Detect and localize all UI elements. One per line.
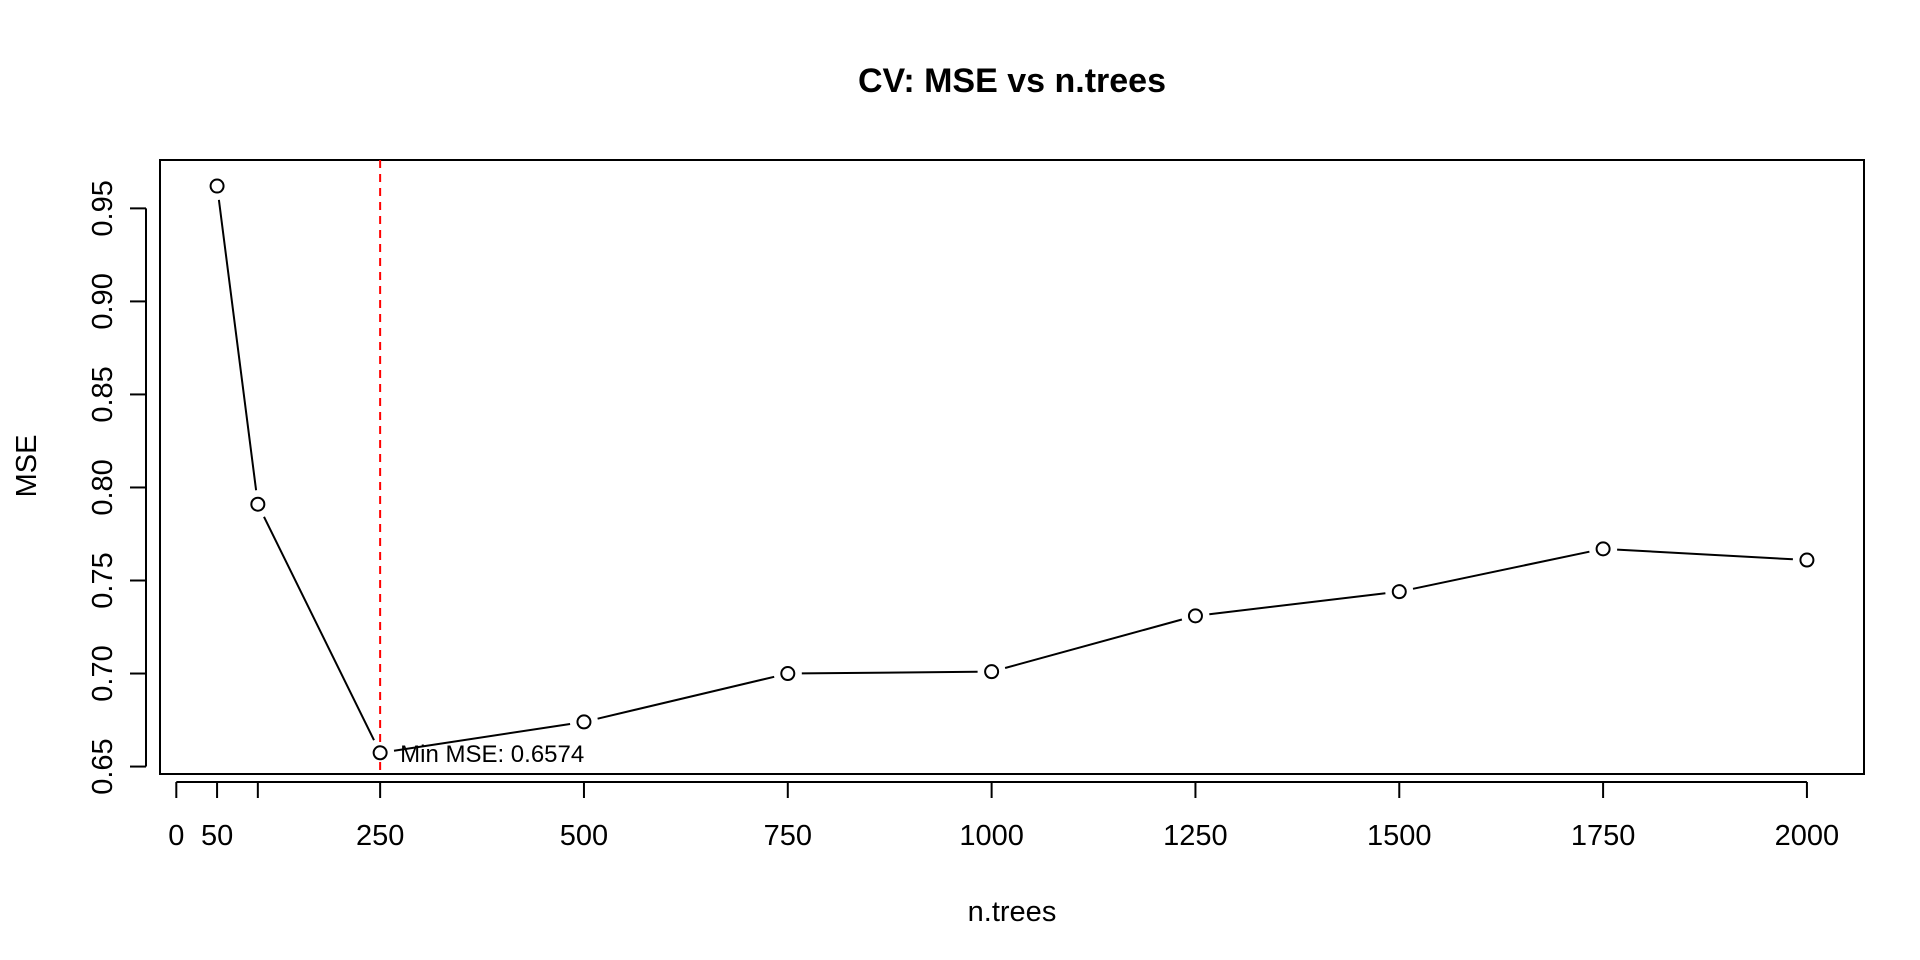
y-tick-label: 0.85	[87, 366, 119, 422]
y-tick-label: 0.90	[87, 273, 119, 329]
x-tick-label: 0	[168, 820, 184, 852]
x-tick-label: 1000	[959, 820, 1024, 852]
y-tick-label: 0.75	[87, 552, 119, 608]
x-tick-label: 50	[201, 820, 233, 852]
x-tick-label: 250	[356, 820, 404, 852]
data-point	[780, 666, 796, 682]
data-point	[576, 714, 592, 730]
y-tick-label: 0.65	[87, 738, 119, 794]
x-tick-label: 1500	[1367, 820, 1432, 852]
y-tick-label: 0.70	[87, 645, 119, 701]
x-tick-label: 1750	[1571, 820, 1636, 852]
y-axis: 0.65 0.70 0.75 0.80 0.85 0.90 0.95	[87, 180, 147, 795]
data-point	[1391, 584, 1407, 600]
x-tick-label: 1250	[1163, 820, 1228, 852]
y-tick-label: 0.80	[87, 459, 119, 515]
plot-frame	[159, 159, 1865, 775]
min-mse-annotation: Min MSE: 0.6574	[400, 741, 584, 768]
series-line	[217, 199, 1793, 752]
series-points	[209, 178, 1815, 761]
data-point	[1187, 608, 1203, 624]
y-tick-label: 0.95	[87, 180, 119, 236]
x-axis: 0 50 250 500 750 1000 1250 1500 1750 2000	[168, 781, 1840, 852]
data-point	[1595, 541, 1611, 557]
x-tick-label: 750	[764, 820, 812, 852]
data-point	[372, 745, 388, 761]
chart-title: CV: MSE vs n.trees	[858, 62, 1166, 100]
y-axis-title: MSE	[11, 435, 43, 498]
data-point	[1799, 552, 1815, 568]
x-tick-label: 2000	[1775, 820, 1840, 852]
x-axis-title: n.trees	[968, 896, 1057, 928]
data-point	[209, 178, 225, 194]
data-point	[984, 664, 1000, 680]
data-point	[250, 496, 266, 512]
x-tick-label: 500	[560, 820, 608, 852]
